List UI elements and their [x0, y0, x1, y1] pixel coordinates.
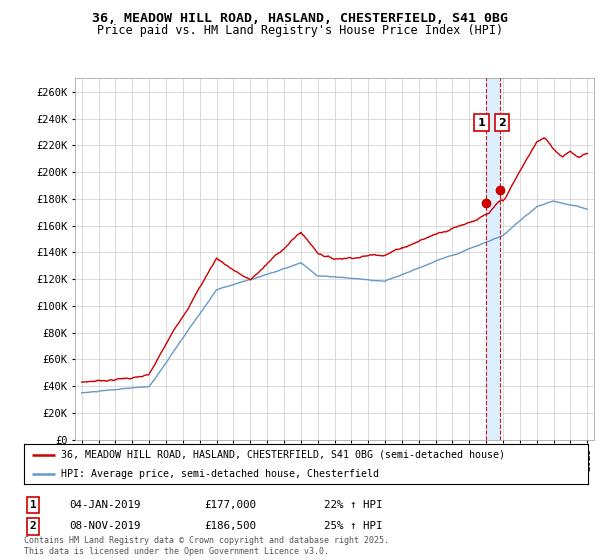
Text: 36, MEADOW HILL ROAD, HASLAND, CHESTERFIELD, S41 0BG (semi-detached house): 36, MEADOW HILL ROAD, HASLAND, CHESTERFI… [61, 450, 505, 460]
Text: 04-JAN-2019: 04-JAN-2019 [69, 500, 140, 510]
Text: Contains HM Land Registry data © Crown copyright and database right 2025.
This d: Contains HM Land Registry data © Crown c… [24, 536, 389, 556]
Text: Price paid vs. HM Land Registry's House Price Index (HPI): Price paid vs. HM Land Registry's House … [97, 24, 503, 36]
Text: 1: 1 [29, 500, 37, 510]
Text: £186,500: £186,500 [204, 521, 256, 531]
Text: 25% ↑ HPI: 25% ↑ HPI [324, 521, 383, 531]
Text: 1: 1 [478, 118, 485, 128]
Text: HPI: Average price, semi-detached house, Chesterfield: HPI: Average price, semi-detached house,… [61, 469, 379, 478]
Text: 22% ↑ HPI: 22% ↑ HPI [324, 500, 383, 510]
Text: 36, MEADOW HILL ROAD, HASLAND, CHESTERFIELD, S41 0BG: 36, MEADOW HILL ROAD, HASLAND, CHESTERFI… [92, 12, 508, 25]
Text: 2: 2 [498, 118, 506, 128]
Bar [487, 78, 500, 440]
Text: 2: 2 [29, 521, 37, 531]
Text: 08-NOV-2019: 08-NOV-2019 [69, 521, 140, 531]
Text: £177,000: £177,000 [204, 500, 256, 510]
